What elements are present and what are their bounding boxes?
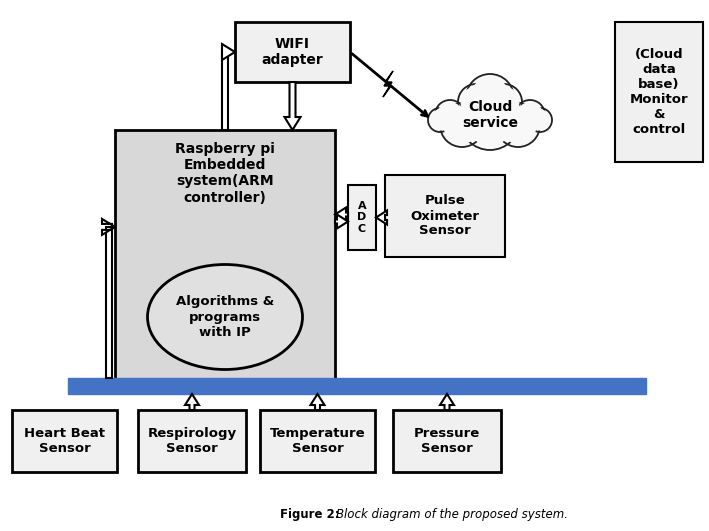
Circle shape (440, 103, 484, 147)
Text: Pressure
Sensor: Pressure Sensor (414, 427, 480, 455)
Circle shape (500, 107, 536, 143)
Bar (385, 175, 505, 257)
Circle shape (435, 100, 465, 130)
Text: Heart Beat
Sensor: Heart Beat Sensor (24, 427, 105, 455)
Text: Temperature
Sensor: Temperature Sensor (269, 427, 365, 455)
Bar (138, 410, 246, 472)
Bar (260, 410, 375, 472)
Bar (615, 22, 703, 162)
Text: Pulse
Oximeter
Sensor: Pulse Oximeter Sensor (411, 194, 479, 237)
Circle shape (466, 74, 514, 122)
Circle shape (465, 96, 515, 144)
Circle shape (428, 108, 452, 132)
Bar (12, 410, 117, 472)
Polygon shape (311, 394, 325, 410)
Circle shape (518, 102, 542, 127)
Polygon shape (383, 71, 393, 97)
Circle shape (515, 100, 545, 130)
Polygon shape (102, 219, 115, 235)
Circle shape (530, 110, 550, 130)
Bar (393, 410, 501, 472)
Text: Respirology
Sensor: Respirology Sensor (147, 427, 237, 455)
Text: A
D
C: A D C (357, 201, 367, 234)
Polygon shape (185, 394, 199, 410)
Polygon shape (222, 52, 228, 130)
Polygon shape (440, 394, 454, 410)
Bar (68, 378, 646, 394)
Circle shape (528, 108, 552, 132)
Circle shape (486, 84, 522, 120)
Circle shape (462, 87, 491, 117)
Polygon shape (376, 210, 387, 225)
Text: Figure 2:: Figure 2: (280, 508, 340, 521)
Polygon shape (106, 227, 112, 378)
Circle shape (460, 90, 520, 150)
Circle shape (437, 102, 462, 127)
Polygon shape (335, 215, 348, 228)
Text: WIFI
adapter: WIFI adapter (262, 37, 323, 67)
Text: Raspberry pi
Embedded
system(ARM
controller): Raspberry pi Embedded system(ARM control… (175, 142, 275, 204)
Text: (Cloud
data
base)
Monitor
&
control: (Cloud data base) Monitor & control (630, 48, 688, 136)
Bar (115, 130, 335, 385)
Circle shape (470, 78, 510, 118)
Circle shape (458, 84, 494, 120)
Circle shape (430, 110, 450, 130)
Ellipse shape (147, 264, 303, 370)
Circle shape (496, 103, 540, 147)
Text: Algorithms &
programs
with IP: Algorithms & programs with IP (176, 295, 274, 338)
Bar (235, 22, 350, 82)
Circle shape (444, 107, 480, 143)
Text: Cloud
service: Cloud service (462, 100, 518, 130)
Circle shape (489, 87, 519, 117)
Polygon shape (335, 208, 348, 221)
Polygon shape (222, 44, 235, 60)
Polygon shape (284, 82, 301, 130)
Text: Block diagram of the proposed system.: Block diagram of the proposed system. (336, 508, 568, 521)
Bar (348, 185, 376, 250)
